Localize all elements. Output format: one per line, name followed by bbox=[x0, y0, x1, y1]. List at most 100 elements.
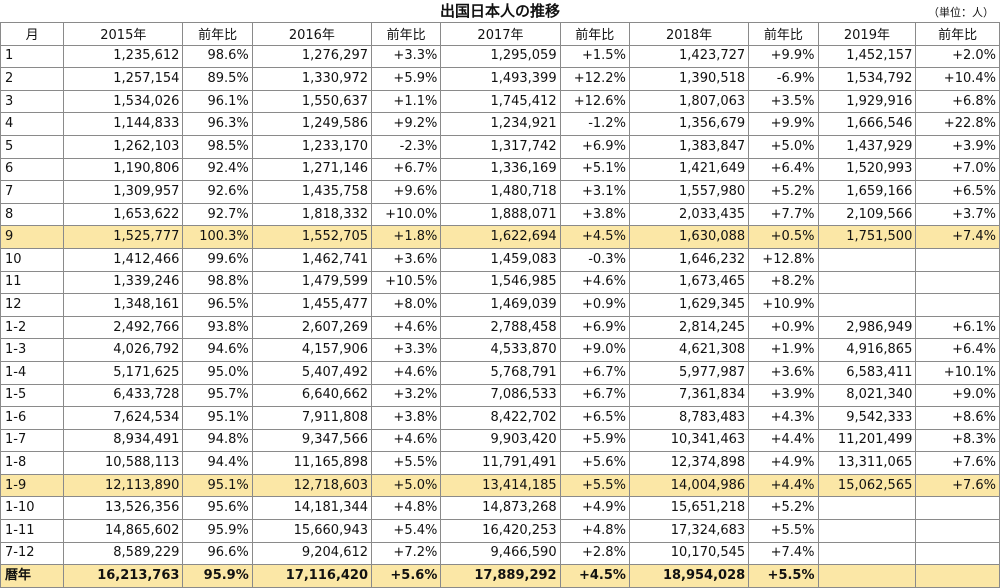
table-cell: +7.6% bbox=[915, 473, 1000, 498]
table-cell: 1,751,500 bbox=[817, 225, 917, 249]
table-cell: +4.8% bbox=[559, 519, 630, 543]
table-cell: 17,116,420 bbox=[251, 564, 373, 588]
table-cell: 1,336,169 bbox=[440, 157, 561, 182]
table-cell: +4.6% bbox=[559, 270, 630, 295]
table-cell: +10.0% bbox=[371, 202, 442, 227]
table-cell: +6.5% bbox=[915, 180, 1000, 204]
table-cell: 17,324,683 bbox=[628, 519, 750, 543]
table-cell: 1,249,586 bbox=[251, 112, 373, 136]
table-cell: +9.0% bbox=[559, 338, 630, 362]
table-row: 1-4 5,171,625 95.0% 5,407,492 +4.6% 5,768,791… bbox=[0, 360, 1000, 385]
table-cell: +12.8% bbox=[748, 247, 819, 272]
table-cell: 1,493,399 bbox=[440, 67, 561, 91]
table-cell: 9,466,590 bbox=[440, 541, 561, 566]
table-cell: +9.9% bbox=[748, 44, 819, 69]
table-cell: 1,435,758 bbox=[251, 180, 373, 204]
table-cell: 6,433,728 bbox=[63, 383, 184, 408]
table-cell: +22.8% bbox=[915, 112, 1000, 136]
table-cell bbox=[817, 293, 917, 317]
table-cell: 93.8% bbox=[182, 315, 253, 340]
table-cell: 99.6% bbox=[182, 247, 253, 272]
month-cell: 1 bbox=[0, 44, 65, 69]
table-cell: 92.4% bbox=[182, 157, 253, 182]
table-cell: 1,525,777 bbox=[63, 225, 184, 249]
month-cell: 暦年 bbox=[0, 564, 65, 588]
table-cell: 1,659,166 bbox=[817, 180, 917, 204]
month-cell: 1-8 bbox=[0, 451, 65, 475]
table-cell: 14,873,268 bbox=[440, 496, 561, 521]
table-cell: +4.9% bbox=[748, 451, 819, 475]
table-cell: +4.8% bbox=[371, 496, 442, 521]
table-cell: 1,295,059 bbox=[440, 44, 561, 69]
table-cell bbox=[817, 496, 917, 521]
table-cell: +4.6% bbox=[371, 360, 442, 385]
table-cell: 18,954,028 bbox=[628, 564, 750, 588]
table-row: 暦年 16,213,763 95.9% 17,116,420 +5.6% 17,889,2… bbox=[0, 564, 1000, 588]
table-cell: +4.9% bbox=[559, 496, 630, 521]
table-row: 1-11 14,865,602 95.9% 15,660,943 +5.4% 16,420… bbox=[0, 519, 1000, 543]
table-cell: 1,356,679 bbox=[628, 112, 750, 136]
table-cell bbox=[817, 541, 917, 566]
page-title: 出国日本人の推移 bbox=[439, 2, 560, 20]
table-cell: 1,552,705 bbox=[251, 225, 373, 249]
column-header: 前年比 bbox=[371, 22, 442, 46]
data-table: 月 2015年 前年比 2016年 前年比 2017年 前年比 2018年 前年比 2019年 前年… bbox=[0, 22, 1000, 588]
column-header: 前年比 bbox=[915, 22, 1000, 46]
table-cell: +4.6% bbox=[371, 315, 442, 340]
table-cell: 1,330,972 bbox=[251, 67, 373, 91]
table-cell: 9,542,333 bbox=[817, 406, 917, 430]
table-cell: 1,234,921 bbox=[440, 112, 561, 136]
table-cell bbox=[817, 247, 917, 272]
table-cell: 11,791,491 bbox=[440, 451, 561, 475]
table-cell: 94.6% bbox=[182, 338, 253, 362]
table-cell: +0.5% bbox=[748, 225, 819, 249]
table-cell: 92.7% bbox=[182, 202, 253, 227]
month-cell: 7 bbox=[0, 180, 65, 204]
table-cell: +6.7% bbox=[559, 383, 630, 408]
table-cell bbox=[915, 270, 1000, 295]
table-cell: +9.0% bbox=[915, 383, 1000, 408]
table-cell: 2,033,435 bbox=[628, 202, 750, 227]
table-cell: +5.0% bbox=[371, 473, 442, 498]
table-cell: 5,171,625 bbox=[63, 360, 184, 385]
table-cell: +7.6% bbox=[915, 451, 1000, 475]
table-cell: 14,181,344 bbox=[251, 496, 373, 521]
table-cell bbox=[817, 564, 917, 588]
header-row: 月 2015年 前年比 2016年 前年比 2017年 前年比 2018年 前年比 2019年 前年… bbox=[0, 22, 1000, 46]
table-row: 1-5 6,433,728 95.7% 6,640,662 +3.2% 7,086,533… bbox=[0, 383, 1000, 408]
column-header: 2015年 bbox=[63, 22, 184, 46]
table-cell: 1,348,161 bbox=[63, 293, 184, 317]
table-row: 1-2 2,492,766 93.8% 2,607,269 +4.6% 2,788,458… bbox=[0, 315, 1000, 340]
table-cell: 4,621,308 bbox=[628, 338, 750, 362]
month-cell: 12 bbox=[0, 293, 65, 317]
table-cell: 1,257,154 bbox=[63, 67, 184, 91]
table-cell: 4,026,792 bbox=[63, 338, 184, 362]
table-cell: 1,520,993 bbox=[817, 157, 917, 182]
table-cell bbox=[915, 496, 1000, 521]
table-cell: 1,452,157 bbox=[817, 44, 917, 69]
table-cell: 1,479,599 bbox=[251, 270, 373, 295]
table-cell: +3.5% bbox=[748, 89, 819, 114]
table-cell: +3.8% bbox=[559, 202, 630, 227]
table-row: 1-3 4,026,792 94.6% 4,157,906 +3.3% 4,533,870… bbox=[0, 338, 1000, 362]
table-cell: +4.5% bbox=[559, 564, 630, 588]
table-row: 12 1,348,161 96.5% 1,455,477 +8.0% 1,469,039 +… bbox=[0, 293, 1000, 317]
table-cell: 6,583,411 bbox=[817, 360, 917, 385]
table-cell: 95.9% bbox=[182, 519, 253, 543]
table-cell: 1,534,026 bbox=[63, 89, 184, 114]
table-cell: +4.5% bbox=[559, 225, 630, 249]
table-cell: +3.2% bbox=[371, 383, 442, 408]
column-header: 2018年 bbox=[628, 22, 750, 46]
table-cell: +5.9% bbox=[559, 428, 630, 453]
month-cell: 1-4 bbox=[0, 360, 65, 385]
table-cell: +6.4% bbox=[748, 157, 819, 182]
table-cell: 1,646,232 bbox=[628, 247, 750, 272]
table-cell: 1,383,847 bbox=[628, 134, 750, 159]
table-row: 8 1,653,622 92.7% 1,818,332 +10.0% 1,888,071 +… bbox=[0, 202, 1000, 227]
table-cell: +1.1% bbox=[371, 89, 442, 114]
table-cell: 98.5% bbox=[182, 134, 253, 159]
column-header: 前年比 bbox=[182, 22, 253, 46]
table-cell: 9,204,612 bbox=[251, 541, 373, 566]
table-cell: 11,165,898 bbox=[251, 451, 373, 475]
